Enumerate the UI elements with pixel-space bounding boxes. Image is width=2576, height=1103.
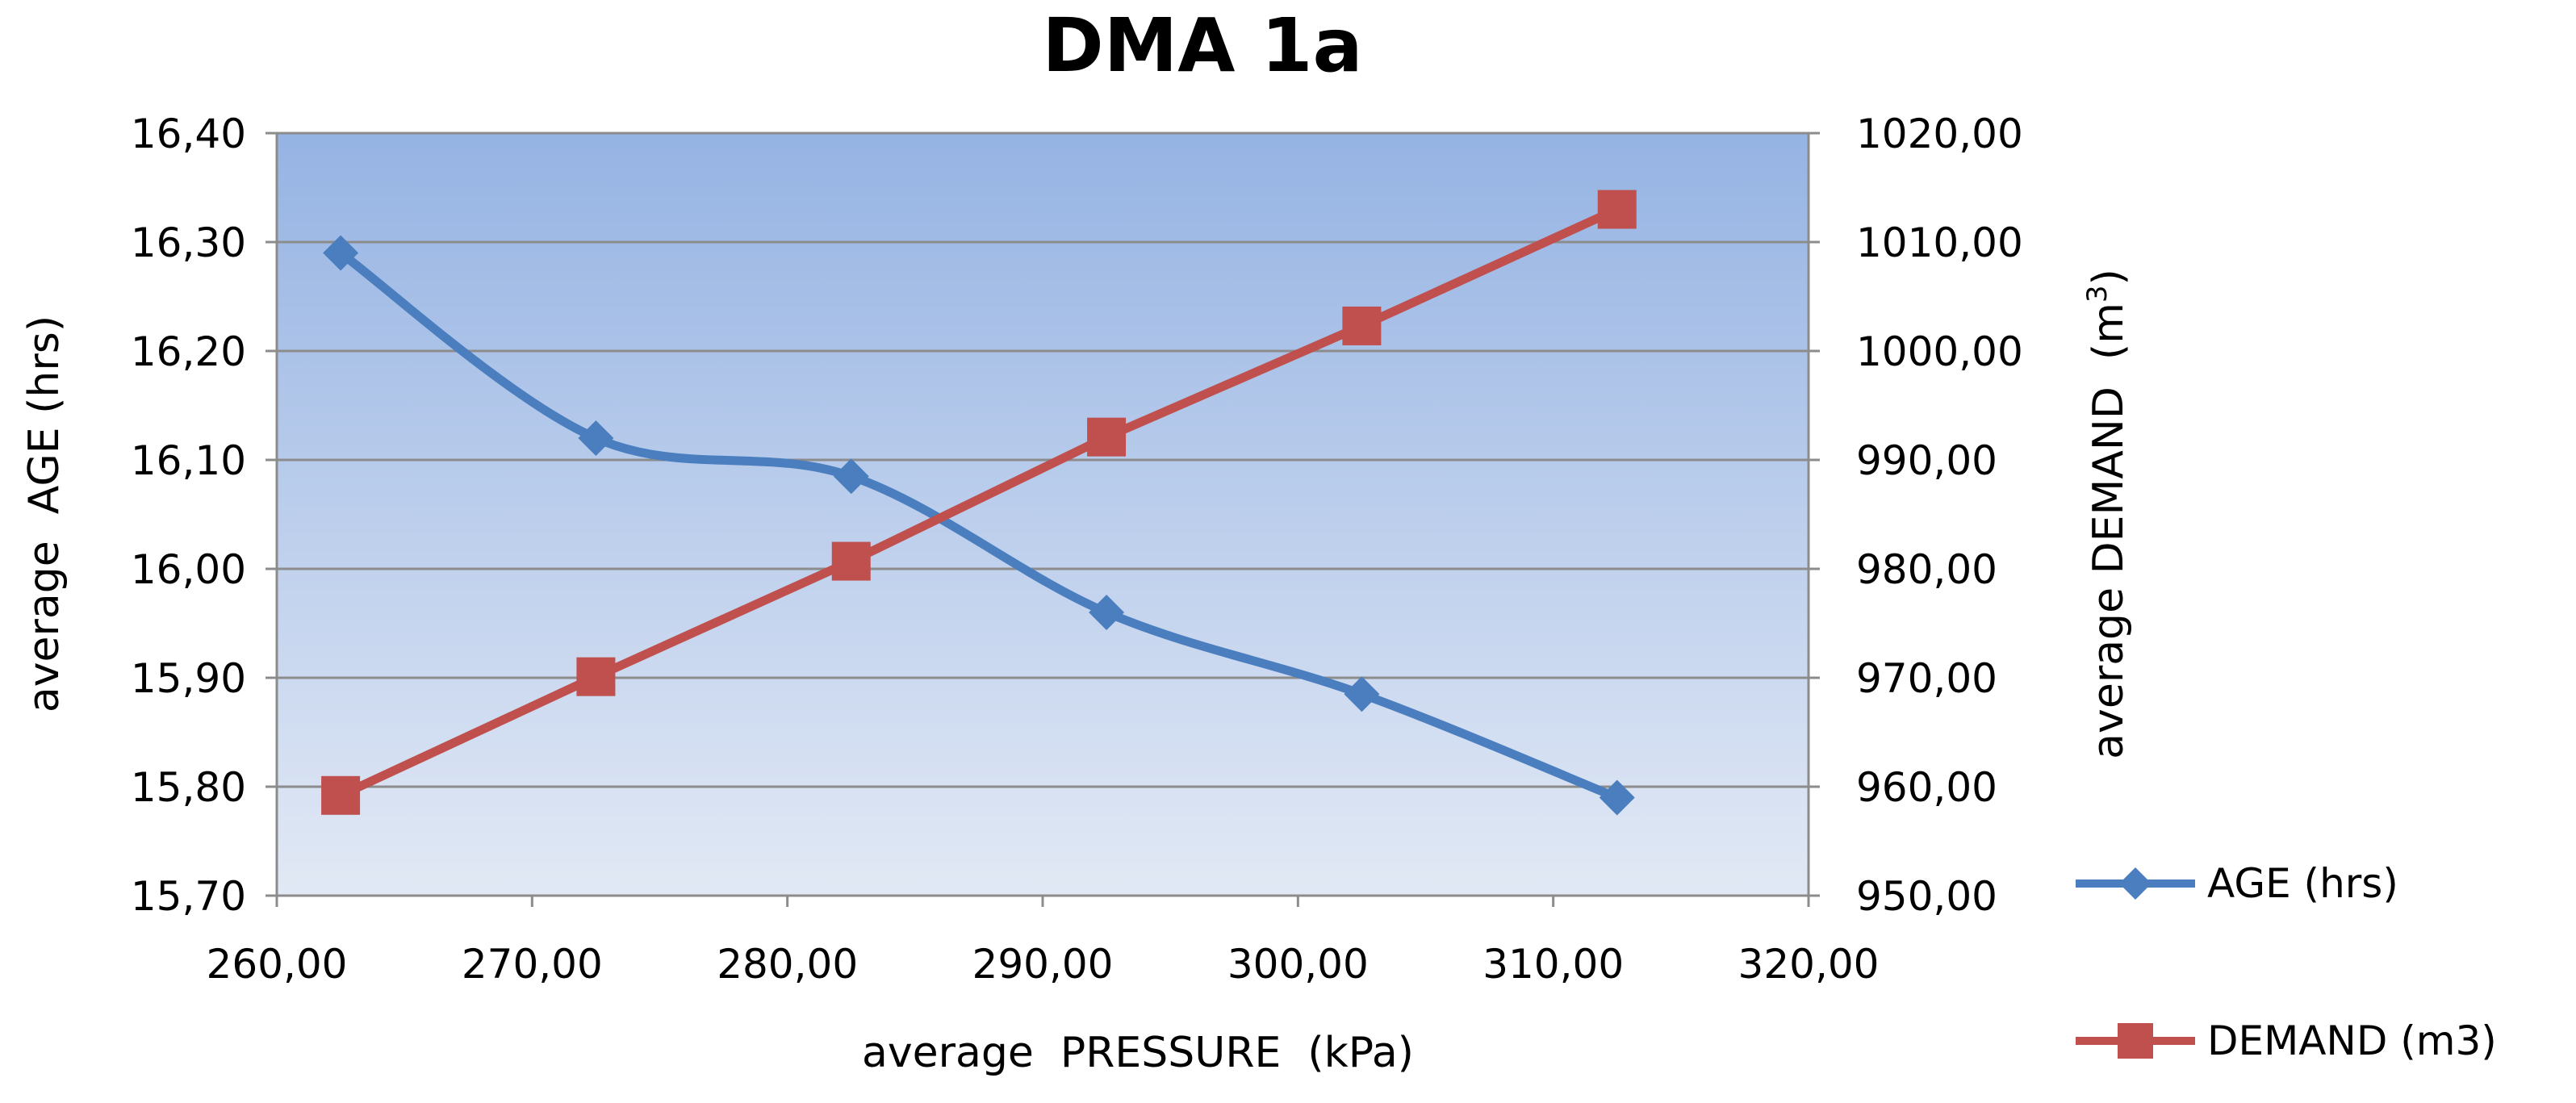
y2-tick-label: 970,00 bbox=[1856, 655, 1997, 702]
y2-tick-label: 1020,00 bbox=[1856, 111, 2023, 157]
demand-data-point bbox=[831, 541, 871, 581]
legend-demand-marker bbox=[2118, 1023, 2153, 1059]
demand-data-point bbox=[1597, 190, 1637, 229]
legend: AGE (hrs) DEMAND (m3) bbox=[2076, 860, 2497, 1064]
y-tick-label: 16,00 bbox=[131, 546, 246, 593]
x-tick-label: 310,00 bbox=[1482, 941, 1624, 988]
y2-tick-label: 1000,00 bbox=[1856, 328, 2023, 375]
legend-age-label: AGE (hrs) bbox=[2207, 860, 2398, 907]
y-tick-label: 16,20 bbox=[131, 328, 246, 375]
y-tick-label: 15,70 bbox=[131, 873, 246, 920]
age-data-point bbox=[833, 458, 869, 495]
demand-data-point bbox=[1342, 306, 1382, 345]
series-line-age bbox=[337, 249, 1619, 802]
y2-tick-label: 950,00 bbox=[1856, 873, 1997, 920]
age-data-point bbox=[323, 235, 359, 271]
x-tick-label: 280,00 bbox=[717, 941, 858, 988]
x-tick-label: 270,00 bbox=[462, 941, 603, 988]
x-tick-label: 300,00 bbox=[1227, 941, 1369, 988]
demand-data-point bbox=[321, 775, 361, 815]
axes: 15,70 950,00 15,80 960,00 15,90 970,00 16,00 98… bbox=[131, 111, 2023, 988]
y2-tick-label: 1010,00 bbox=[1856, 219, 2023, 266]
demand-data-point bbox=[576, 657, 616, 696]
y-tick-label: 15,90 bbox=[131, 655, 246, 702]
y2-tick-label: 980,00 bbox=[1856, 546, 1997, 593]
y-tick-label: 16,30 bbox=[131, 219, 246, 266]
y2-axis-title-sup: 3 bbox=[2081, 285, 2114, 303]
age-data-point bbox=[1089, 595, 1125, 630]
age-data-point bbox=[1599, 779, 1635, 816]
chart-title: DMA 1a bbox=[1042, 2, 1362, 89]
series-line-demand bbox=[338, 205, 1620, 800]
y2-axis-title-main: average DEMAND (m bbox=[2085, 303, 2133, 759]
y-tick-label: 15,80 bbox=[131, 764, 246, 811]
age-data-point bbox=[1344, 676, 1380, 712]
y2-tick-label: 960,00 bbox=[1856, 764, 1997, 811]
y-tick-label: 16,10 bbox=[131, 437, 246, 484]
y2-axis-title-end: ) bbox=[2085, 269, 2133, 285]
age-data-point bbox=[578, 420, 614, 456]
y-tick-label: 16,40 bbox=[131, 111, 246, 157]
x-tick-label: 260,00 bbox=[207, 941, 348, 988]
y2-axis-title: average DEMAND (m3) bbox=[2081, 269, 2133, 759]
demand-data-point bbox=[1087, 417, 1127, 457]
legend-demand-label: DEMAND (m3) bbox=[2207, 1017, 2497, 1064]
series-layer bbox=[321, 190, 1637, 816]
legend-age-marker bbox=[2119, 867, 2152, 900]
y2-tick-label: 990,00 bbox=[1856, 437, 1997, 484]
x-tick-label: 290,00 bbox=[972, 941, 1114, 988]
x-tick-label: 320,00 bbox=[1738, 941, 1880, 988]
x-axis-title: average PRESSURE (kPa) bbox=[862, 1029, 1414, 1077]
y-axis-title: average AGE (hrs) bbox=[20, 315, 69, 712]
